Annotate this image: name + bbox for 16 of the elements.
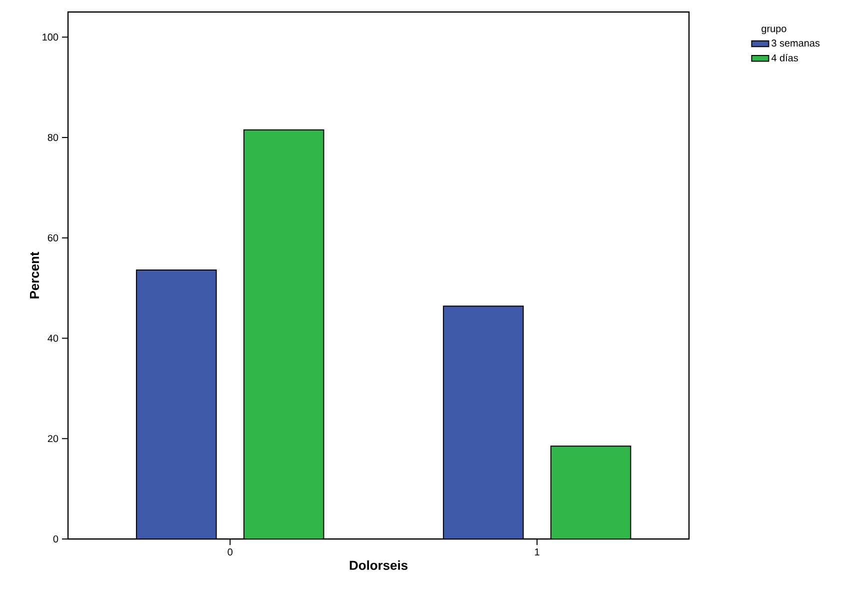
y-tick-label: 40 (48, 334, 58, 342)
legend-label: 3 semanas (772, 40, 820, 47)
legend-label: 4 días (771, 54, 798, 62)
y-tick-label: 20 (48, 435, 58, 442)
y-tick-label: 80 (48, 134, 58, 141)
bar (243, 129, 324, 539)
bar (136, 269, 217, 539)
y-tick-label: 60 (48, 234, 58, 242)
y-tick-label: 100 (42, 34, 58, 41)
bar (550, 446, 632, 539)
legend-title: grupo (762, 26, 786, 34)
y-tick-label: 0 (53, 535, 58, 543)
y-axis-title: Percent (30, 252, 40, 298)
bar (442, 306, 524, 539)
x-tick-label: 1 (535, 548, 540, 556)
x-axis-title: Dolorseis (350, 560, 408, 570)
